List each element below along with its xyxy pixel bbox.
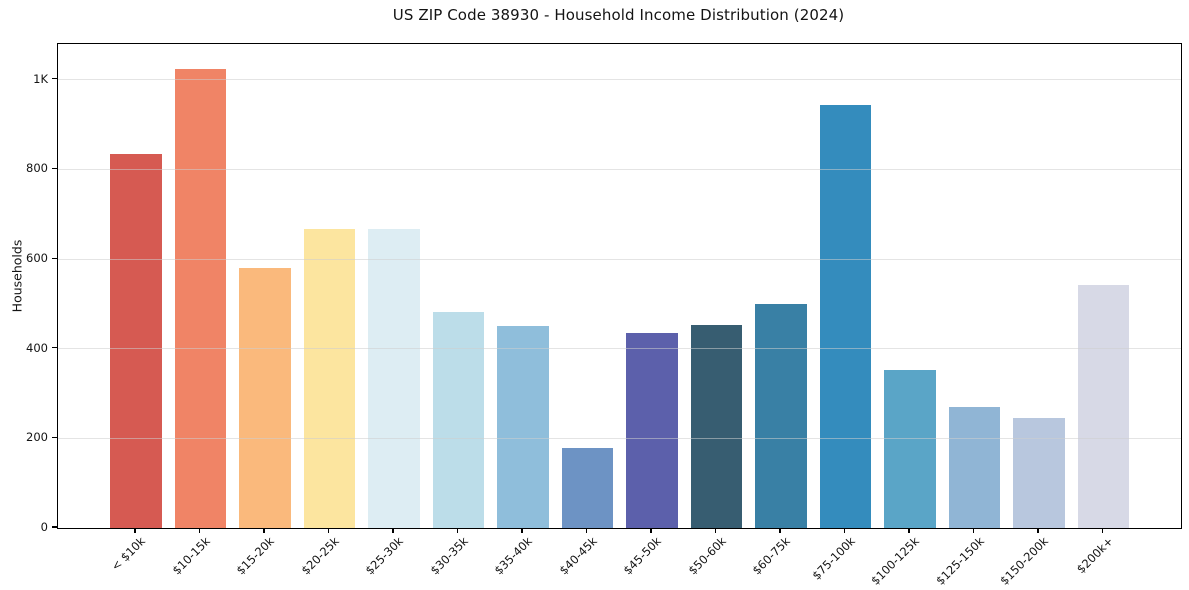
- y-tick-label: 400: [26, 340, 48, 355]
- bar-$35-40k: [497, 325, 549, 528]
- x-tick-mark: [263, 528, 265, 534]
- bar-$125-150k: [948, 407, 1001, 528]
- bar-$20-25k: [303, 228, 356, 528]
- x-tick-mark: [714, 528, 717, 534]
- gridline-y-800: [58, 168, 1181, 170]
- x-tick-label: $35-40k: [491, 534, 535, 578]
- bar-$60-75k: [755, 303, 807, 528]
- x-tick-label: $125-150k: [932, 534, 987, 588]
- x-tick-mark: [585, 528, 588, 534]
- x-tick-mark: [392, 528, 394, 534]
- x-tick-label: $45-50k: [620, 534, 664, 578]
- x-tick-label: $10-15k: [168, 534, 213, 578]
- x-tick-mark: [456, 528, 459, 534]
- chart-title: US ZIP Code 38930 - Household Income Dis…: [392, 6, 845, 24]
- y-tick-mark: [52, 347, 57, 349]
- y-tick-mark: [52, 526, 57, 528]
- bar-$150-200k: [1013, 418, 1065, 528]
- bar-$10-15k: [174, 68, 227, 528]
- x-tick-label: $200k+: [1073, 534, 1116, 577]
- x-tick-label: $20-25k: [297, 534, 342, 578]
- plot-area: [57, 43, 1182, 529]
- y-tick-label: 600: [26, 251, 48, 266]
- x-tick-mark: [198, 528, 201, 534]
- x-tick-label: < $10k: [108, 534, 148, 574]
- x-tick-label: $15-20k: [233, 534, 277, 578]
- x-tick-label: $75-100k: [808, 534, 858, 583]
- x-tick-mark: [1101, 528, 1104, 534]
- x-tick-mark: [650, 528, 652, 534]
- y-tick-label: 800: [26, 161, 48, 176]
- x-tick-label: $60-75k: [749, 534, 793, 578]
- bar-< $10k: [110, 153, 162, 528]
- bar-$30-35k: [432, 312, 485, 528]
- gridline-y-600: [58, 258, 1181, 260]
- x-tick-mark: [1037, 528, 1039, 534]
- x-tick-label: $30-35k: [426, 534, 471, 578]
- x-tick-label: $40-45k: [555, 534, 600, 578]
- x-tick-label: $50-60k: [684, 534, 729, 578]
- x-tick-mark: [908, 528, 910, 534]
- x-tick-mark: [327, 528, 330, 534]
- y-tick-mark: [52, 167, 57, 170]
- gridline-y-200: [58, 437, 1181, 439]
- y-tick-mark: [52, 257, 57, 259]
- y-tick-label: 0: [40, 520, 48, 534]
- bar-$15-20k: [239, 268, 291, 528]
- x-tick-mark: [843, 528, 846, 534]
- bar-$25-30k: [368, 228, 420, 528]
- x-tick-label: $25-30k: [362, 534, 406, 578]
- bar-$200k+: [1077, 285, 1130, 528]
- bar-$75-100k: [819, 104, 872, 528]
- x-tick-mark: [521, 528, 523, 534]
- x-tick-mark: [779, 528, 781, 534]
- x-tick-mark: [972, 528, 975, 534]
- x-tick-label: $150-200k: [997, 534, 1051, 588]
- x-tick-label: $100-125k: [868, 534, 922, 588]
- x-tick-mark: [134, 528, 136, 534]
- gridline-y-400: [58, 348, 1181, 350]
- y-tick-mark: [52, 436, 57, 438]
- bar-$50-60k: [690, 325, 743, 528]
- y-tick-label: 200: [26, 430, 48, 445]
- gridline-y-1000: [58, 79, 1181, 81]
- bar-$100-125k: [884, 370, 936, 528]
- bar-$40-45k: [561, 448, 614, 528]
- y-tick-mark: [52, 78, 57, 80]
- bar-$45-50k: [626, 332, 678, 528]
- y-tick-label: 1K: [33, 71, 48, 86]
